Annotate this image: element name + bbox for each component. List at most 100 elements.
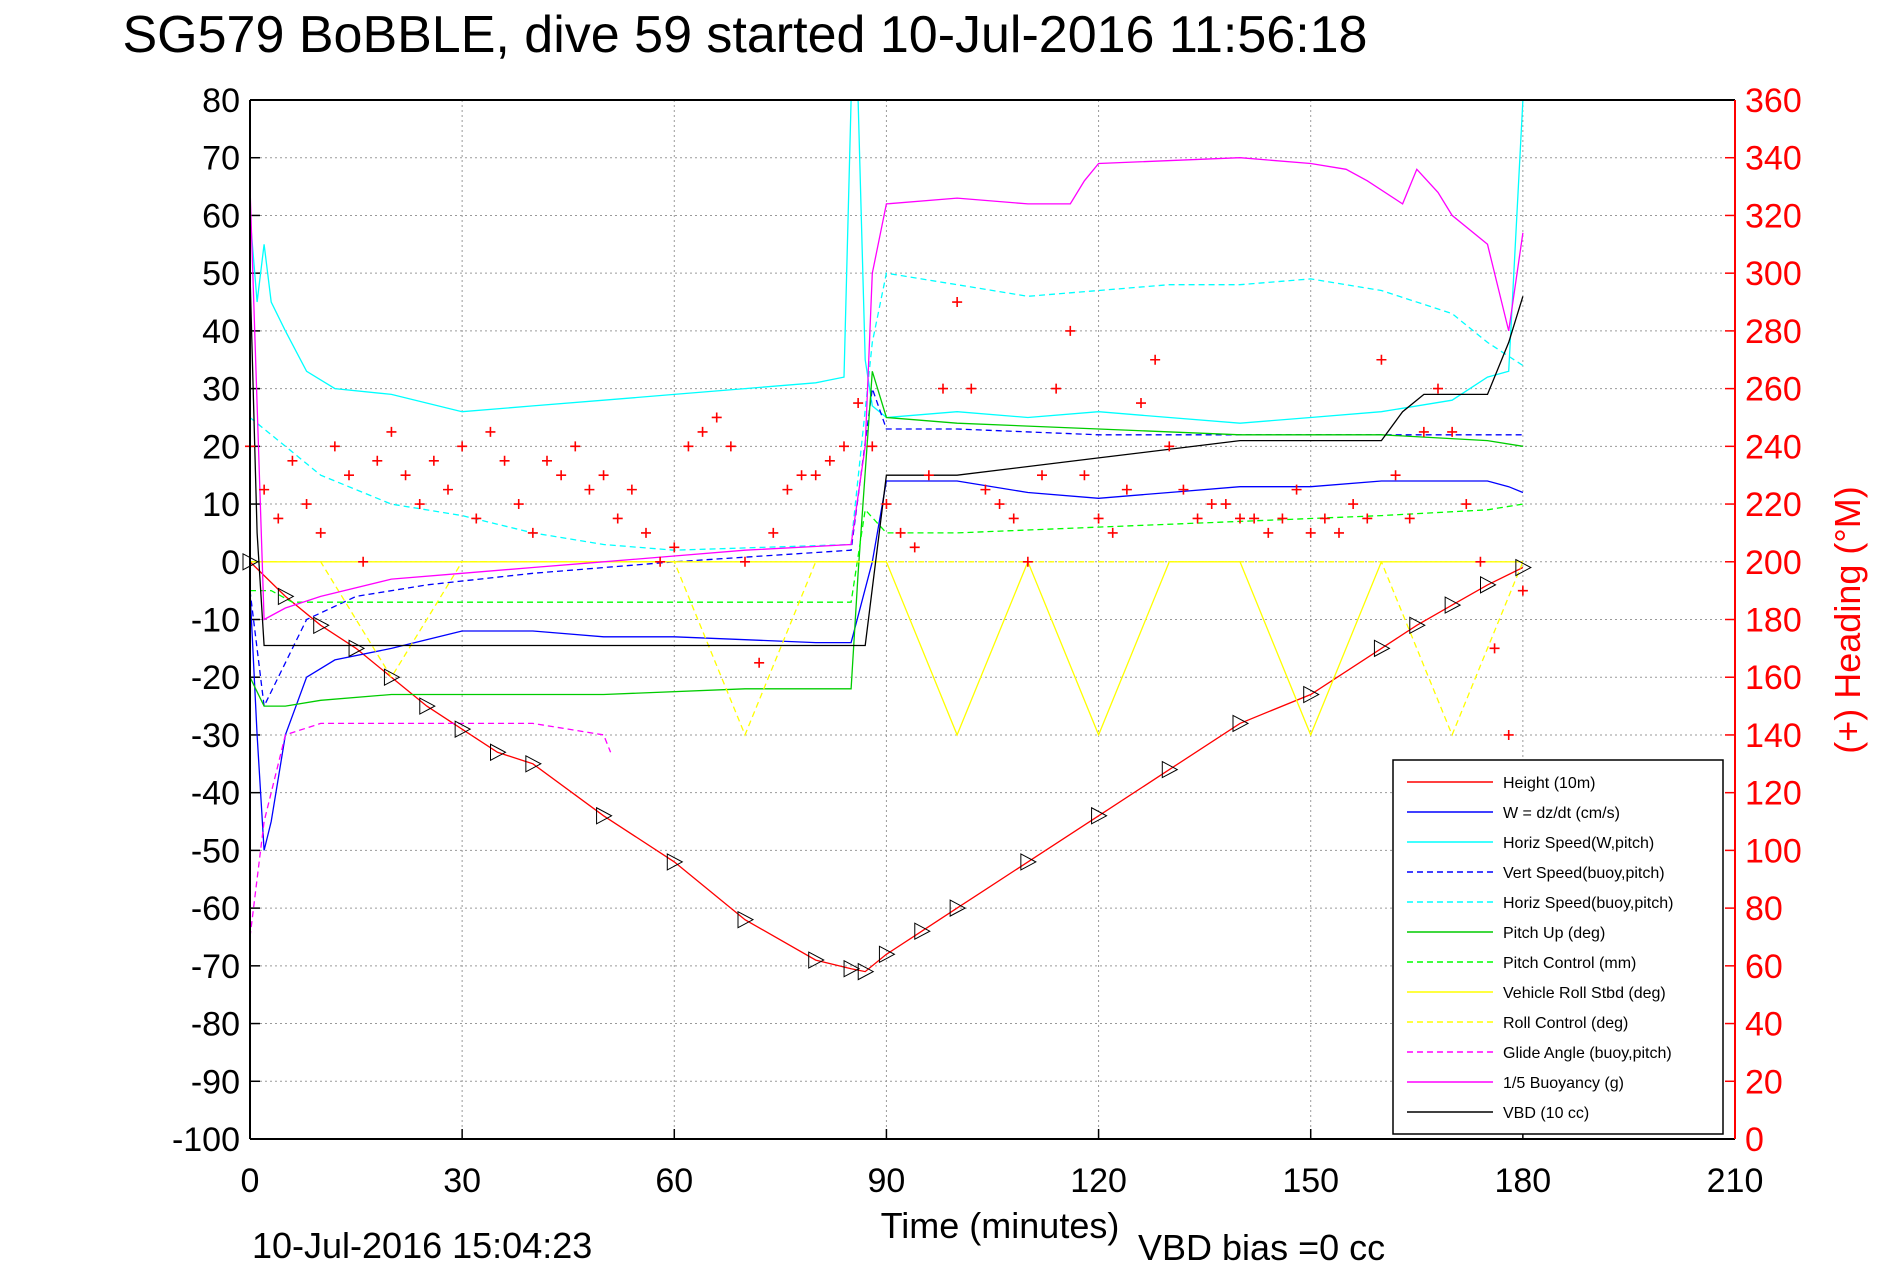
right-y-tick-label: 300 — [1745, 255, 1802, 293]
heading-marker — [1107, 527, 1118, 538]
x-tick-label: 150 — [1282, 1162, 1339, 1200]
legend-label: Roll Control (deg) — [1503, 1015, 1628, 1032]
right-y-tick-label: 340 — [1745, 140, 1802, 178]
heading-marker — [1008, 513, 1019, 524]
heading-marker — [1164, 441, 1175, 452]
legend-label: W = dz/dt (cm/s) — [1503, 805, 1620, 822]
heading-marker — [1348, 499, 1359, 510]
heading-marker — [1206, 499, 1217, 510]
heading-marker — [853, 398, 864, 409]
height-marker — [348, 639, 366, 658]
heading-marker — [966, 383, 977, 394]
heading-marker — [923, 470, 934, 481]
y-tick-label: 50 — [202, 255, 240, 293]
height-marker — [1515, 558, 1532, 577]
heading-marker — [1249, 513, 1260, 524]
series-line — [249, 273, 1524, 647]
heading-marker — [1037, 470, 1047, 481]
heading-marker — [570, 441, 581, 452]
heading-marker — [867, 441, 878, 452]
heading-marker — [1362, 513, 1373, 524]
heading-marker — [1447, 426, 1458, 437]
right-y-tick-label: 60 — [1745, 948, 1783, 986]
right-y-tick-label: 20 — [1745, 1063, 1783, 1101]
heading-marker — [1022, 556, 1033, 567]
footer-vbd-bias: VBD bias =0 cc — [1138, 1227, 1385, 1262]
right-y-tick-label: 80 — [1745, 890, 1783, 928]
series-line — [249, 480, 1524, 851]
heading-marker — [952, 297, 963, 308]
right-y-tick-label: 260 — [1745, 371, 1802, 409]
series-line — [249, 371, 1524, 707]
right-y-tick-label: 120 — [1745, 775, 1802, 813]
heading-marker — [1150, 354, 1161, 365]
right-y-tick-label: 180 — [1745, 602, 1802, 640]
right-y-tick-label: 220 — [1745, 486, 1802, 524]
heading-marker — [344, 470, 354, 481]
heading-marker — [414, 499, 425, 510]
heading-marker — [1136, 398, 1146, 409]
heading-marker — [1305, 527, 1316, 538]
heading-marker — [1220, 499, 1231, 510]
heading-marker — [626, 484, 637, 495]
y-tick-label: -80 — [191, 1006, 240, 1044]
legend-label: VBD (10 cc) — [1503, 1105, 1589, 1122]
height-marker — [1303, 685, 1320, 704]
y-tick-label: 0 — [221, 544, 240, 582]
y-tick-label: -70 — [191, 948, 240, 986]
y-tick-label: 30 — [202, 371, 240, 409]
height-marker — [313, 616, 330, 635]
heading-marker — [259, 484, 270, 495]
right-y-axis-label: (+) Heading (°M) — [1827, 486, 1868, 753]
legend-label: Horiz Speed(buoy,pitch) — [1503, 895, 1673, 912]
y-tick-label: 80 — [202, 82, 240, 120]
heading-marker — [301, 499, 312, 510]
left-y-axis-ticks: 80 70 60 50 40 30 20 10 0 -10 -20 -30 -40 -50 -60 -70 -8… — [172, 82, 260, 1159]
heading-marker — [386, 426, 397, 437]
heading-marker — [1319, 513, 1330, 524]
heading-marker — [1093, 513, 1104, 524]
y-tick-label: -90 — [191, 1063, 240, 1101]
y-tick-label: 70 — [202, 140, 240, 178]
x-tick-label: 210 — [1707, 1162, 1764, 1200]
heading-marker — [612, 513, 623, 524]
y-tick-label: 40 — [202, 313, 240, 351]
heading-marker — [683, 441, 694, 452]
heading-marker — [768, 527, 779, 538]
right-y-tick-label: 320 — [1745, 197, 1802, 235]
y-tick-label: -50 — [191, 832, 240, 870]
heading-marker — [994, 499, 1005, 510]
heading-marker — [1291, 484, 1302, 495]
heading-marker — [1051, 383, 1062, 394]
heading-marker — [513, 499, 524, 510]
heading-marker — [1503, 729, 1514, 740]
heading-marker — [980, 484, 991, 495]
height-marker — [808, 951, 825, 969]
height-marker — [490, 743, 507, 762]
right-y-tick-label: 360 — [1745, 82, 1802, 120]
heading-marker — [824, 455, 835, 466]
legend-label: Vert Speed(buoy,pitch) — [1503, 865, 1665, 882]
heading-marker — [400, 470, 411, 481]
heading-marker — [1517, 585, 1528, 596]
heading-marker — [287, 455, 298, 466]
heading-marker — [1404, 513, 1415, 524]
heading-marker — [881, 499, 892, 510]
heading-marker — [697, 426, 708, 437]
heading-marker — [584, 484, 595, 495]
heading-marker — [1489, 643, 1500, 654]
right-y-tick-label: 0 — [1745, 1121, 1764, 1159]
heading-marker — [669, 542, 680, 553]
heading-marker — [796, 470, 807, 481]
right-y-tick-label: 200 — [1745, 544, 1802, 582]
height-marker — [737, 910, 755, 929]
heading-marker — [909, 542, 920, 553]
height-marker — [1161, 760, 1179, 779]
right-y-tick-label: 100 — [1745, 832, 1802, 870]
y-tick-label: -60 — [191, 890, 240, 928]
height-marker — [1232, 714, 1250, 733]
x-axis-ticks: 0 30 60 90 120 150 180 210 — [241, 1129, 1764, 1200]
series-line — [250, 561, 1524, 737]
x-tick-label: 120 — [1070, 1162, 1127, 1200]
